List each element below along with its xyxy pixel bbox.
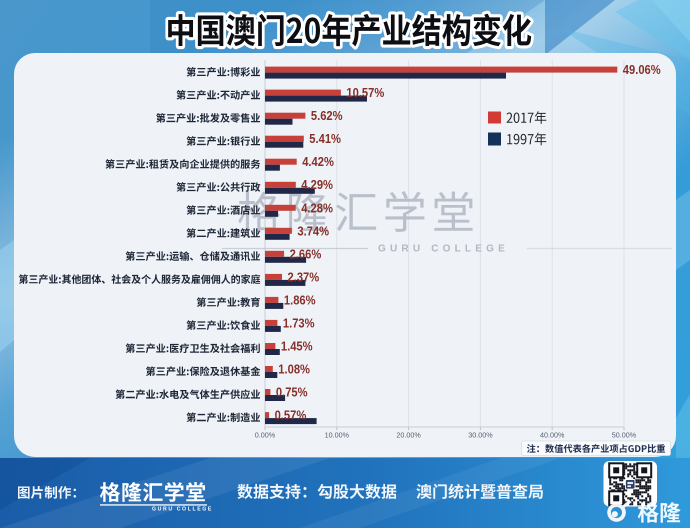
svg-text:30.00%: 30.00% — [468, 431, 493, 440]
svg-text:4.28%: 4.28% — [301, 200, 333, 215]
svg-text:1.08%: 1.08% — [278, 362, 310, 377]
svg-text:4.42%: 4.42% — [302, 154, 334, 169]
svg-text:1.45%: 1.45% — [281, 339, 313, 354]
svg-text:0.00%: 0.00% — [255, 431, 276, 440]
svg-text:0.75%: 0.75% — [276, 385, 308, 400]
svg-text:49.06%: 49.06% — [623, 62, 661, 77]
svg-text:10.57%: 10.57% — [346, 85, 384, 100]
svg-text:4.29%: 4.29% — [301, 177, 333, 192]
svg-text:GURU COLLEGE: GURU COLLEGE — [378, 244, 509, 255]
svg-text:20.00%: 20.00% — [396, 431, 421, 440]
svg-text:1.73%: 1.73% — [283, 315, 315, 330]
svg-text:10.00%: 10.00% — [325, 431, 350, 440]
svg-text:0.57%: 0.57% — [275, 408, 307, 423]
svg-text:GURU COLLEGE: GURU COLLEGE — [152, 507, 213, 513]
svg-text:2.66%: 2.66% — [290, 246, 322, 261]
svg-text:3.74%: 3.74% — [297, 223, 329, 238]
svg-text:2.37%: 2.37% — [288, 269, 320, 284]
svg-text:5.41%: 5.41% — [309, 131, 341, 146]
svg-text:5.62%: 5.62% — [311, 108, 343, 123]
svg-text:40.00%: 40.00% — [540, 431, 565, 440]
svg-text:50.00%: 50.00% — [612, 431, 637, 440]
svg-text:1.86%: 1.86% — [284, 292, 316, 307]
